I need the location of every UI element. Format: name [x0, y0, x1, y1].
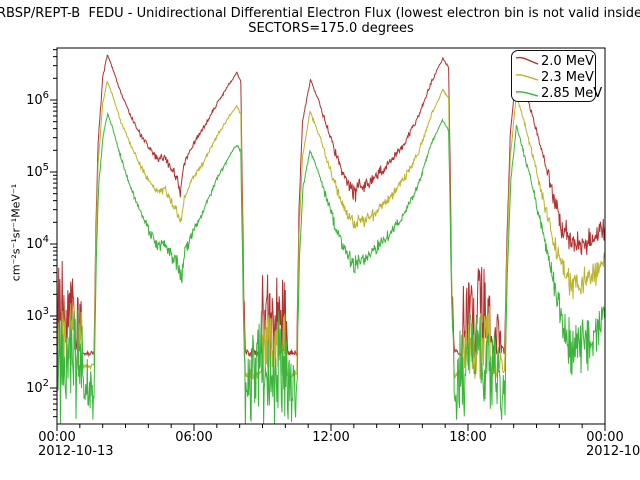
y-tick-label: 104	[26, 234, 49, 252]
legend-line-swatch-icon	[515, 91, 539, 97]
x-tick-label: 00:00	[38, 430, 75, 445]
x-tick-label: 06:00	[175, 430, 212, 445]
plot-title-line2: SECTORS=175.0 degrees	[248, 21, 414, 36]
legend-entry: 2.0 MeV	[515, 53, 595, 69]
plot-title-line1: RBSP/REPT-B FEDU - Unidirectional Differ…	[0, 6, 640, 21]
legend-entry: 2.3 MeV	[515, 69, 595, 85]
legend-label: 2.85 MeV	[541, 85, 603, 101]
x-tick-label: 12:00	[312, 430, 349, 445]
legend-label: 2.3 MeV	[541, 69, 594, 85]
legend-box: 2.0 MeV 2.3 MeV 2.85 MeV	[511, 50, 602, 102]
plot-border	[56, 47, 606, 425]
x-date-label: 2012-10-13	[38, 444, 114, 459]
x-tick-label: 00:00	[586, 430, 623, 445]
y-tick-label: 105	[26, 162, 49, 180]
x-date-label: 2012-10-14	[586, 444, 640, 459]
series-path-2.85-MeV	[57, 112, 605, 424]
y-tick-label: 106	[26, 90, 49, 108]
series-path-2.3-MeV	[57, 80, 605, 381]
y-tick-label: 103	[26, 306, 49, 324]
legend-line-swatch-icon	[515, 56, 539, 65]
y-tick-label: 102	[26, 378, 49, 396]
legend-line-swatch-icon	[515, 74, 539, 81]
x-tick-label: 18:00	[449, 430, 486, 445]
legend-entry: 2.85 MeV	[515, 85, 602, 101]
legend-label: 2.0 MeV	[541, 53, 594, 69]
